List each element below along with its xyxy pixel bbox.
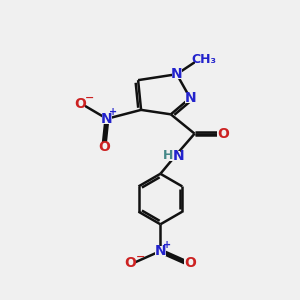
Text: O: O [98,140,110,154]
FancyBboxPatch shape [185,93,195,103]
Text: H: H [163,149,173,162]
Text: −: − [84,92,94,102]
Text: +: + [163,239,171,250]
Text: O: O [74,97,86,111]
Text: O: O [125,256,136,270]
FancyBboxPatch shape [155,246,166,256]
FancyBboxPatch shape [73,99,85,109]
Text: N: N [172,149,184,163]
FancyBboxPatch shape [99,142,109,152]
FancyBboxPatch shape [172,69,182,80]
Text: N: N [154,244,166,258]
FancyBboxPatch shape [164,151,180,161]
FancyBboxPatch shape [184,258,196,268]
FancyBboxPatch shape [102,114,112,124]
Text: N: N [171,67,183,81]
Text: N: N [101,112,113,126]
FancyBboxPatch shape [195,55,212,64]
Text: N: N [184,91,196,105]
Text: CH₃: CH₃ [191,53,216,66]
Text: O: O [184,256,196,270]
Text: −: − [136,251,145,261]
FancyBboxPatch shape [217,128,229,139]
Text: O: O [217,127,229,141]
FancyBboxPatch shape [122,258,136,268]
Text: +: + [110,107,118,117]
